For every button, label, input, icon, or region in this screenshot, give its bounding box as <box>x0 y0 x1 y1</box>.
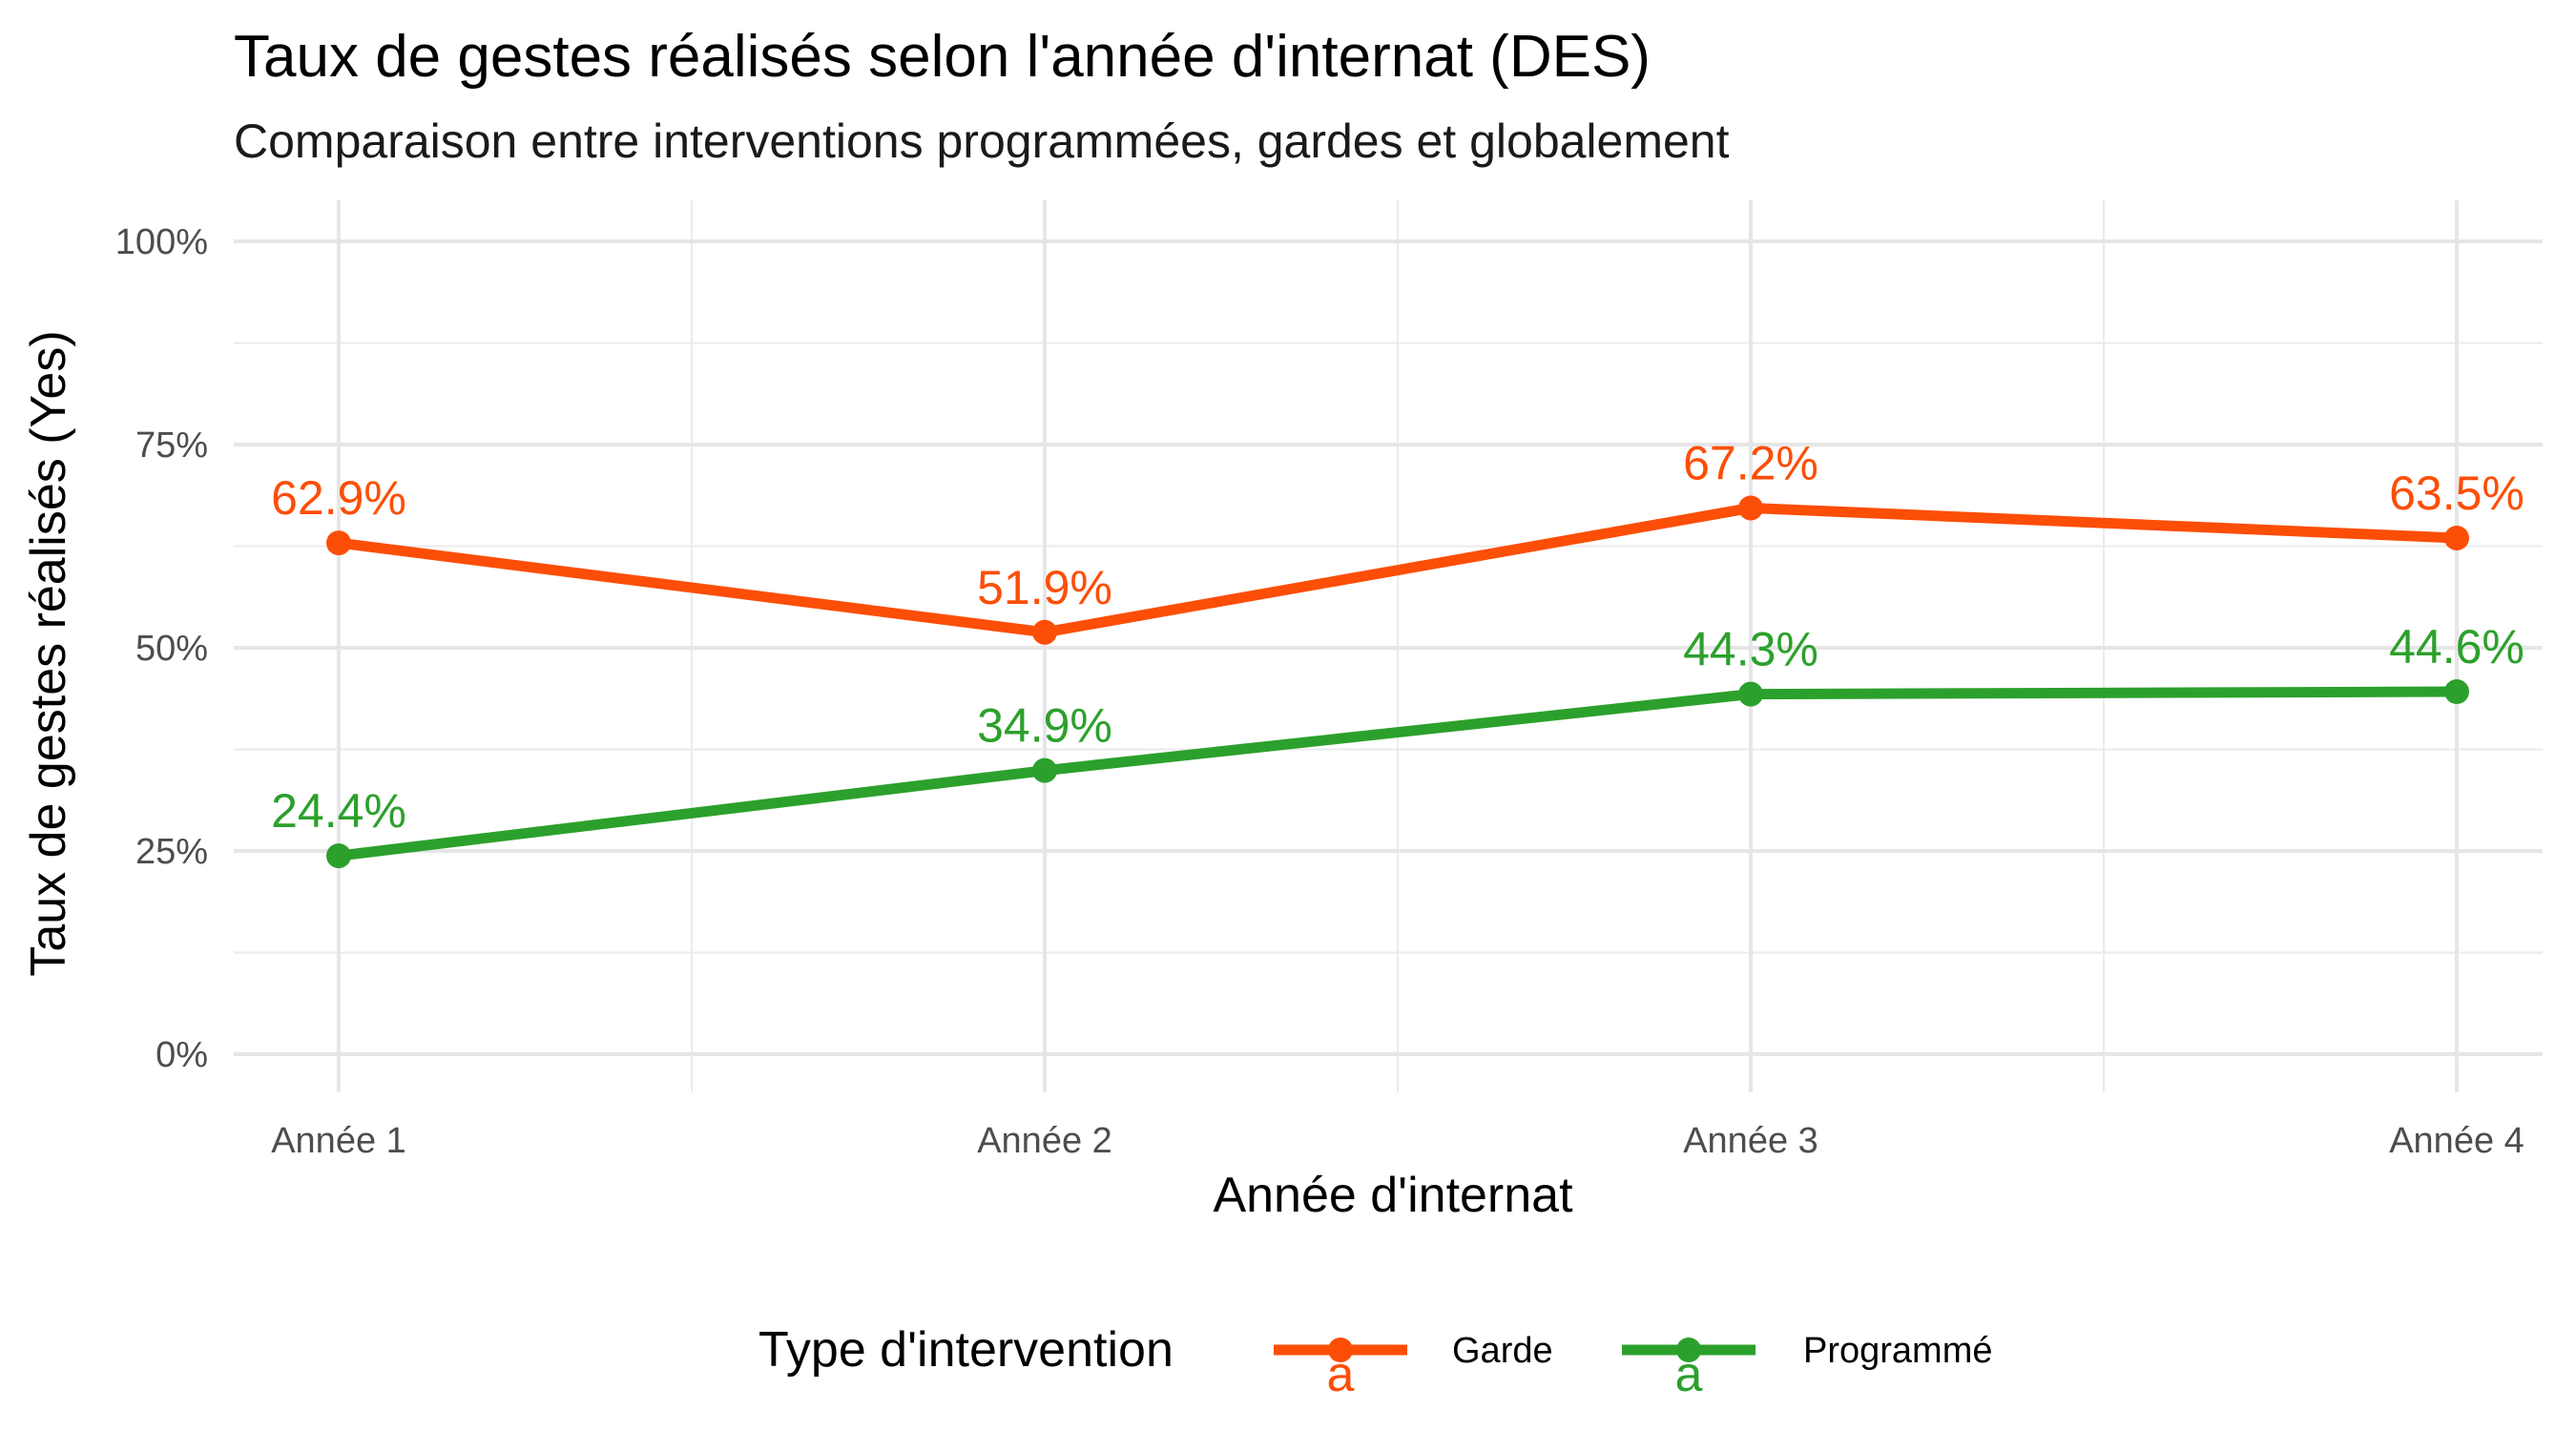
legend-items: a Garde a Programmé <box>1274 1331 1993 1402</box>
legend-key-point <box>1328 1338 1353 1362</box>
data-label: 44.3% <box>1683 623 1818 676</box>
data-point <box>1032 619 1057 645</box>
data-label: 24.4% <box>271 784 406 838</box>
y-tick-label: 75% <box>135 425 208 466</box>
data-label: 34.9% <box>977 699 1112 753</box>
data-label: 67.2% <box>1683 436 1818 489</box>
y-axis-title: Taux de gestes réalisés (Yes) <box>21 330 76 976</box>
legend-item-programmé: a Programmé <box>1622 1331 1993 1402</box>
data-label: 62.9% <box>271 471 406 525</box>
series-garde: 62.9% 51.9% 67.2% 63.5% <box>271 436 2524 645</box>
data-label: 51.9% <box>977 561 1112 614</box>
series-programmé: 24.4% 34.9% 44.3% 44.6% <box>271 620 2524 869</box>
series-layer: 62.9% 51.9% 67.2% 63.5% 24.4% 34.9% 44.3% 44.6% <box>271 436 2524 869</box>
y-axis-ticks: 0% 25% 50% 75% 100% <box>115 222 208 1075</box>
series-line <box>338 686 2458 861</box>
x-axis-ticks: Année 1 Année 2 Année 3 Année 4 <box>271 1121 2524 1161</box>
data-point <box>2444 525 2469 550</box>
legend-label: Garde <box>1452 1331 1553 1371</box>
data-label: 63.5% <box>2389 467 2524 520</box>
data-point <box>1738 681 1763 707</box>
data-point <box>1032 757 1057 783</box>
legend-label: Programmé <box>1803 1331 1993 1371</box>
x-tick-label: Année 3 <box>1683 1121 1818 1161</box>
legend: Type d'intervention a Garde a Programmé <box>758 1322 1993 1402</box>
legend-key-point <box>1676 1338 1701 1362</box>
y-tick-label: 0% <box>156 1035 208 1075</box>
y-tick-label: 100% <box>115 222 208 262</box>
y-tick-label: 50% <box>135 629 208 669</box>
legend-key-glyph: a <box>1675 1347 1703 1402</box>
data-label: 44.6% <box>2389 620 2524 674</box>
y-tick-label: 25% <box>135 832 208 872</box>
legend-key-glyph: a <box>1327 1347 1355 1402</box>
x-tick-label: Année 1 <box>271 1121 406 1161</box>
series-line <box>338 502 2458 638</box>
chart-subtitle: Comparaison entre interventions programm… <box>234 114 1730 168</box>
legend-title: Type d'intervention <box>758 1322 1174 1378</box>
x-axis-title: Année d'internat <box>1213 1168 1573 1223</box>
grid-lines <box>234 200 2543 1092</box>
data-point <box>326 530 351 556</box>
x-tick-label: Année 2 <box>977 1121 1112 1161</box>
data-point <box>326 843 351 869</box>
x-tick-label: Année 4 <box>2389 1121 2524 1161</box>
legend-item-garde: a Garde <box>1274 1331 1553 1402</box>
chart-title: Taux de gestes réalisés selon l'année d'… <box>234 24 1651 90</box>
data-point <box>2444 679 2469 705</box>
data-point <box>1738 495 1763 521</box>
